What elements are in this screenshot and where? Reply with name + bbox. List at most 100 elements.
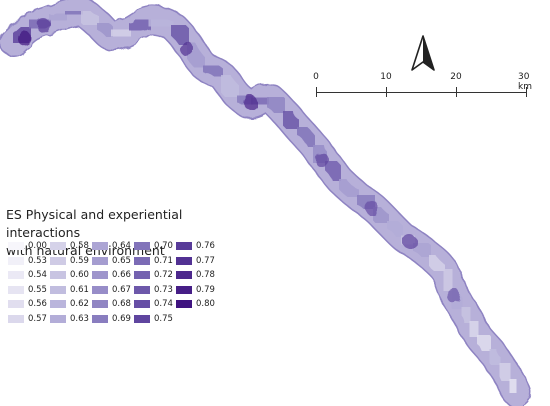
- legend-swatch: [92, 256, 108, 265]
- corridor-patch: [403, 235, 417, 249]
- legend-label: 0.53: [28, 255, 47, 266]
- legend-item: 0.71: [134, 256, 173, 266]
- legend-swatch: [50, 271, 66, 280]
- legend-title-line-2: with natural environment: [6, 243, 165, 258]
- scale-label-10: 10: [380, 72, 392, 82]
- legend-item: 0.60: [50, 270, 89, 280]
- scale-tick: [386, 87, 387, 97]
- corridor-patch: [37, 19, 51, 33]
- legend-swatch: [50, 285, 66, 294]
- legend-label: 0.79: [196, 284, 215, 295]
- legend-swatch: [176, 256, 192, 265]
- legend-item: 0.55: [8, 285, 47, 295]
- legend-item: 0.64: [92, 241, 131, 251]
- legend-item: 0.00: [8, 241, 47, 251]
- corridor-segments: [5, 2, 524, 400]
- legend-item: 0.59: [50, 256, 89, 266]
- legend-label: 0.72: [154, 270, 173, 281]
- north-arrow: [408, 34, 438, 74]
- legend-label: 0.54: [28, 270, 47, 281]
- legend: 0.00 0.53 0.54 0.55 0.56 0.57 0.58 0.59 0.60 0.61…: [8, 241, 223, 325]
- legend-swatch: [134, 256, 150, 265]
- legend-swatch: [8, 285, 24, 294]
- legend-item: 0.73: [134, 285, 173, 295]
- scale-line: [316, 92, 526, 93]
- scale-label-0: 0: [313, 72, 319, 82]
- scale-tick: [526, 87, 527, 97]
- north-arrow-icon: [411, 35, 435, 71]
- legend-item: 0.67: [92, 285, 131, 295]
- legend-swatch: [176, 271, 192, 280]
- legend-label: 0.74: [154, 299, 173, 310]
- legend-swatch: [50, 256, 66, 265]
- legend-swatch: [8, 315, 24, 323]
- legend-swatch: [92, 300, 108, 309]
- legend-item: 0.62: [50, 299, 89, 309]
- legend-item: 0.75: [134, 314, 173, 324]
- legend-item: 0.65: [92, 256, 131, 266]
- legend-label: 0.64: [112, 241, 131, 251]
- legend-swatch: [176, 300, 192, 309]
- legend-swatch: [8, 300, 24, 309]
- legend-label: 0.65: [112, 255, 131, 266]
- legend-title-line-1: ES Physical and experiential interaction…: [6, 207, 183, 240]
- legend-swatch: [50, 315, 66, 323]
- legend-item: 0.79: [176, 285, 215, 295]
- legend-item: 0.63: [50, 314, 89, 324]
- legend-label: 0.73: [154, 284, 173, 295]
- legend-item: 0.76: [176, 241, 215, 251]
- scale-label-30: 30 km: [518, 72, 532, 92]
- legend-swatch: [134, 242, 150, 250]
- legend-label: 0.77: [196, 255, 215, 266]
- legend-swatch: [50, 242, 66, 250]
- corridor-fill: [0, 0, 530, 406]
- corridor-patch: [243, 95, 257, 109]
- scale-label-20: 20: [450, 72, 462, 82]
- legend-label: 0.55: [28, 284, 47, 295]
- legend-item: 0.57: [8, 314, 47, 324]
- legend-item: 0.68: [92, 299, 131, 309]
- legend-label: 0.78: [196, 270, 215, 281]
- legend-swatch: [176, 285, 192, 294]
- legend-swatch: [8, 271, 24, 280]
- legend-swatch: [92, 271, 108, 280]
- corridor-segment: [502, 372, 524, 400]
- legend-swatch: [92, 242, 108, 250]
- scale-tick: [456, 87, 457, 97]
- legend-label: 0.75: [154, 314, 173, 324]
- legend-label: 0.80: [196, 299, 215, 310]
- legend-swatch: [134, 271, 150, 280]
- legend-swatch: [8, 242, 24, 250]
- legend-item: 0.72: [134, 270, 173, 280]
- legend-label: 0.68: [112, 299, 131, 310]
- legend-swatch: [92, 315, 108, 323]
- legend-label: 0.63: [70, 314, 89, 324]
- corridor-patch: [179, 41, 193, 55]
- legend-swatch: [134, 315, 150, 323]
- legend-label: 0.58: [70, 241, 89, 251]
- scale-bar: 0 10 20 30 km: [312, 72, 542, 102]
- legend-label: 0.57: [28, 314, 47, 324]
- corridor-patch: [315, 153, 329, 167]
- legend-label: 0.60: [70, 270, 89, 281]
- legend-item: 0.53: [8, 256, 47, 266]
- legend-item: 0.54: [8, 270, 47, 280]
- legend-item: 0.74: [134, 299, 173, 309]
- legend-item: 0.80: [176, 299, 215, 309]
- legend-swatch: [134, 300, 150, 309]
- corridor-patch: [17, 31, 31, 45]
- legend-swatch: [50, 300, 66, 309]
- corridor-patch: [447, 289, 461, 303]
- legend-swatch: [176, 242, 192, 250]
- legend-swatch: [92, 285, 108, 294]
- legend-label: 0.70: [154, 241, 173, 251]
- legend-label: 0.66: [112, 270, 131, 281]
- legend-item: 0.61: [50, 285, 89, 295]
- legend-label: 0.00: [28, 241, 47, 251]
- river-corridor: [0, 0, 531, 406]
- legend-label: 0.59: [70, 255, 89, 266]
- legend-label: 0.56: [28, 299, 47, 310]
- legend-item: 0.66: [92, 270, 131, 280]
- legend-label: 0.61: [70, 284, 89, 295]
